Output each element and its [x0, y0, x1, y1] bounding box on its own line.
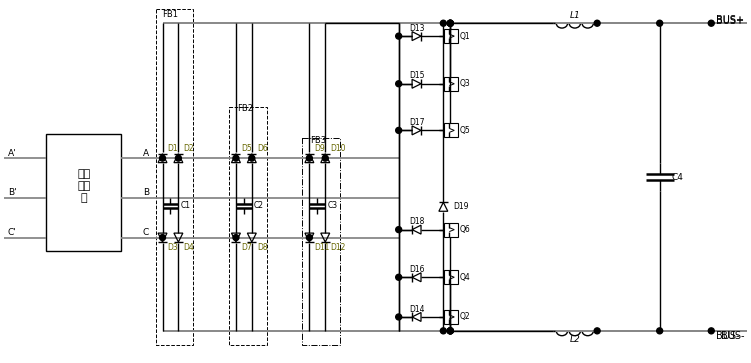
Circle shape [396, 127, 402, 133]
Text: D15: D15 [409, 71, 424, 80]
Text: BUS+: BUS+ [716, 15, 744, 25]
Circle shape [656, 328, 662, 334]
Text: C1: C1 [180, 201, 190, 210]
Circle shape [396, 33, 402, 39]
Circle shape [396, 274, 402, 280]
Circle shape [306, 155, 312, 161]
Text: Q1: Q1 [459, 32, 470, 41]
Text: C': C' [8, 228, 17, 237]
Circle shape [448, 328, 454, 334]
Text: Q2: Q2 [459, 313, 470, 322]
Circle shape [176, 155, 181, 161]
Text: Q6: Q6 [459, 225, 470, 234]
Text: D13: D13 [409, 24, 424, 33]
Text: BUS-: BUS- [720, 331, 744, 341]
Text: D12: D12 [330, 243, 345, 252]
Text: D19: D19 [454, 202, 469, 211]
Text: D14: D14 [409, 305, 424, 314]
Text: D11: D11 [315, 243, 330, 252]
Bar [229, 107, 267, 345]
Text: D5: D5 [241, 144, 252, 153]
Circle shape [322, 155, 328, 161]
Circle shape [440, 328, 446, 334]
Circle shape [233, 155, 239, 161]
Circle shape [159, 155, 165, 161]
Text: A: A [143, 149, 149, 158]
Circle shape [448, 328, 454, 334]
Circle shape [249, 155, 255, 161]
Text: FB2: FB2 [237, 104, 253, 113]
Circle shape [159, 234, 165, 241]
Text: Q4: Q4 [459, 273, 470, 282]
Circle shape [708, 20, 714, 26]
Text: BUS+: BUS+ [716, 16, 744, 26]
Text: Q5: Q5 [459, 126, 470, 135]
Text: FB1: FB1 [162, 10, 179, 19]
Text: BUS-: BUS- [716, 331, 740, 341]
Bar [445, 29, 458, 43]
Circle shape [656, 20, 662, 26]
Bar [303, 138, 340, 345]
Text: 输入
滤波
器: 输入 滤波 器 [77, 170, 91, 203]
Circle shape [594, 20, 600, 26]
Circle shape [448, 20, 454, 26]
Text: FB3: FB3 [310, 136, 327, 145]
Text: D8: D8 [257, 243, 267, 252]
Bar [445, 310, 458, 324]
Text: D17: D17 [409, 118, 424, 127]
Circle shape [708, 328, 714, 334]
Circle shape [594, 328, 600, 334]
Text: A': A' [8, 149, 17, 158]
Text: D9: D9 [315, 144, 325, 153]
Circle shape [396, 81, 402, 87]
Text: D18: D18 [409, 217, 424, 226]
Text: D16: D16 [409, 265, 424, 274]
Bar [47, 134, 121, 252]
Circle shape [396, 314, 402, 320]
Text: D10: D10 [330, 144, 345, 153]
Bar [445, 123, 458, 137]
Text: C: C [143, 228, 149, 237]
Text: Q3: Q3 [459, 79, 470, 88]
Text: C4: C4 [671, 172, 683, 182]
Circle shape [448, 20, 454, 26]
Text: D4: D4 [183, 243, 194, 252]
Circle shape [448, 20, 454, 26]
Text: C3: C3 [327, 201, 337, 210]
Text: B: B [143, 188, 149, 197]
Text: L2: L2 [569, 335, 581, 344]
Circle shape [306, 234, 312, 241]
Circle shape [440, 20, 446, 26]
Text: D3: D3 [167, 243, 178, 252]
Text: D6: D6 [257, 144, 267, 153]
Circle shape [448, 328, 454, 334]
Text: B': B' [8, 188, 17, 197]
Bar [445, 223, 458, 237]
Text: C2: C2 [254, 201, 264, 210]
Bar [155, 9, 193, 345]
Circle shape [396, 227, 402, 233]
Circle shape [448, 20, 454, 26]
Circle shape [233, 234, 239, 241]
Text: D1: D1 [167, 144, 178, 153]
Bar [445, 270, 458, 284]
Text: D2: D2 [183, 144, 194, 153]
Text: D7: D7 [241, 243, 252, 252]
Bar [445, 77, 458, 91]
Circle shape [448, 328, 454, 334]
Text: L1: L1 [569, 11, 581, 20]
